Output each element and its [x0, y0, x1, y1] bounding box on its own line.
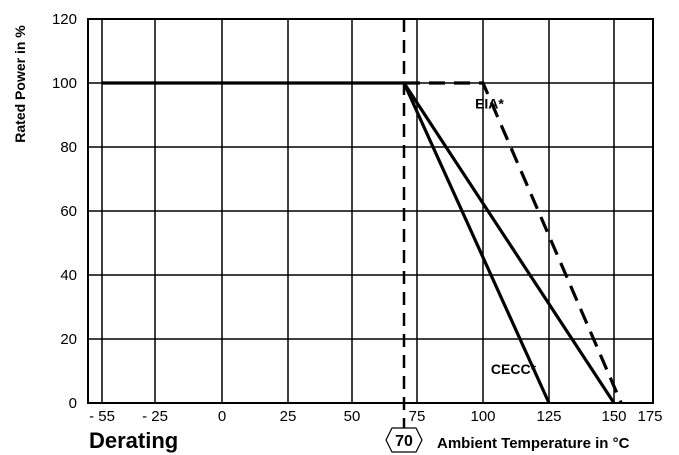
y-tick-label: 60: [60, 203, 77, 220]
x-tick-labels: - 55 - 25 0 25 50 75 100 125 150 175: [89, 408, 662, 425]
x-axis-label: Ambient Temperature in °C: [437, 435, 630, 452]
marker-badge-label: 70: [395, 433, 413, 450]
grid: [87, 18, 654, 404]
series-line-1: [402, 82, 616, 404]
y-tick-label: 120: [52, 11, 77, 28]
x-tick-label: 50: [344, 408, 361, 425]
x-tick-label: - 25: [142, 408, 168, 425]
series-line-0: [102, 81, 551, 404]
y-tick-label: 80: [60, 139, 77, 156]
x-tick-label: 100: [470, 408, 495, 425]
x-tick-label: 175: [637, 408, 662, 425]
chart-title: Derating: [89, 428, 178, 453]
y-tick-label: 40: [60, 267, 77, 284]
x-tick-label: 150: [601, 408, 626, 425]
annotation-cecc: CECC*: [491, 361, 537, 377]
x-tick-label: 25: [280, 408, 297, 425]
marker-badge-shape: [385, 427, 423, 453]
y-tick-label: 0: [69, 395, 77, 412]
x-tick-label: 75: [409, 408, 426, 425]
y-tick-label: 20: [60, 331, 77, 348]
vertical-marker-badge: 70: [385, 427, 423, 453]
x-tick-label: 0: [218, 408, 226, 425]
y-tick-label: 100: [52, 75, 77, 92]
series-line-2: [404, 81, 623, 404]
y-axis-label: Rated Power in %: [12, 25, 28, 143]
annotation-eia: EIA*: [475, 96, 504, 112]
x-tick-label: - 55: [89, 408, 115, 425]
x-tick-label: 125: [536, 408, 561, 425]
y-tick-labels: 0 20 40 60 80 100 120: [52, 11, 77, 412]
series-layer: [102, 81, 623, 404]
